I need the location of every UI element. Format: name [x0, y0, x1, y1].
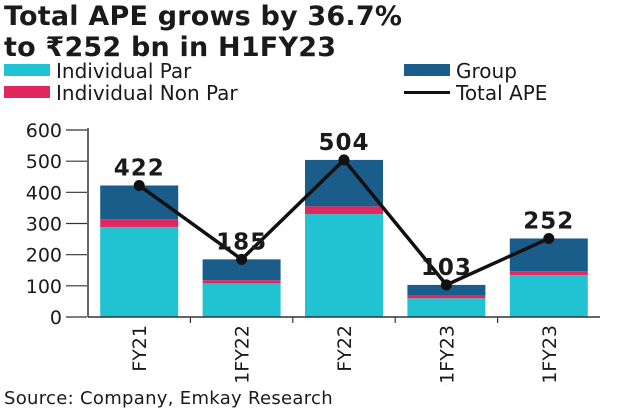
- data-label: 504: [318, 130, 369, 156]
- x-tick-label: H1FY23: [539, 325, 561, 385]
- total-ape-point: [133, 179, 145, 191]
- bar-segment: [407, 295, 486, 299]
- bar-segment: [305, 159, 383, 207]
- legend-label-group: Group: [456, 59, 517, 83]
- y-tick-label: 500: [26, 151, 62, 173]
- total-ape-point: [440, 279, 452, 291]
- chart-title: Total APE grows by 36.7% to ₹252 bn in H…: [4, 1, 616, 63]
- data-label: 103: [421, 255, 472, 281]
- bar-segment: [305, 214, 383, 317]
- x-tick-label: FY22: [334, 325, 356, 372]
- total-ape-point: [236, 253, 248, 265]
- data-label: 252: [523, 208, 574, 234]
- bar-segment: [100, 226, 179, 317]
- bar-segment: [100, 219, 179, 227]
- title-line-1: Total APE grows by 36.7%: [4, 1, 403, 32]
- y-tick-label: 0: [50, 307, 62, 329]
- legend-label-individual-par: Individual Par: [56, 59, 192, 83]
- total-ape-point: [543, 232, 555, 244]
- legend-label-individual-non-par: Individual Non Par: [56, 81, 238, 105]
- total-ape-point: [338, 154, 350, 166]
- data-label: 422: [114, 155, 165, 181]
- legend-swatch-group: [404, 64, 450, 76]
- bar-segment: [509, 274, 588, 317]
- data-label: 185: [216, 229, 267, 255]
- x-tick-label: H1FY22: [232, 325, 254, 385]
- bar-segment: [202, 259, 281, 281]
- legend-line-total-ape: [404, 91, 450, 94]
- legend-swatch-individual-non-par: [4, 86, 50, 98]
- x-tick-label: Q1FY23: [436, 325, 458, 385]
- y-tick-label: 400: [26, 182, 62, 204]
- chart-plot: 0 100 200 300 400 500 600 422 185 504 103 252 FY21 H1…: [26, 120, 600, 385]
- legend-swatch-individual-par: [4, 64, 50, 76]
- x-tick-label: FY21: [129, 325, 151, 372]
- y-tick-label: 600: [26, 120, 62, 142]
- title-line-2: to ₹252 bn in H1FY23: [4, 32, 337, 63]
- bar-segment: [509, 271, 588, 275]
- legend: Individual Par Group Individual Non Par …: [4, 60, 616, 104]
- bar-segment: [305, 206, 383, 215]
- y-tick-label: 200: [26, 245, 62, 267]
- y-tick-label: 100: [26, 276, 62, 298]
- source-note: Source: Company, Emkay Research: [4, 388, 333, 409]
- bar-segment: [202, 283, 281, 317]
- bar-segment: [202, 280, 281, 284]
- legend-label-total-ape: Total APE: [456, 81, 548, 105]
- bar-segment: [407, 298, 486, 317]
- y-tick-label: 300: [26, 214, 62, 236]
